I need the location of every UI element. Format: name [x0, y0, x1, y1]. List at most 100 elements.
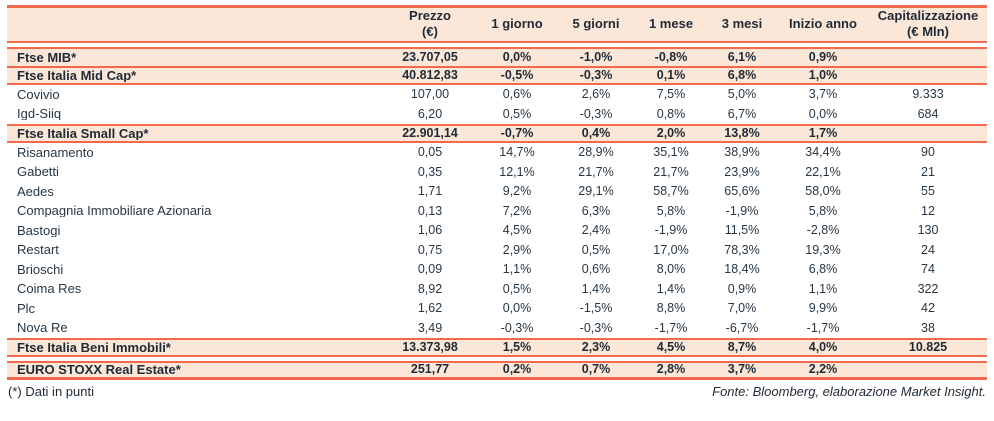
- value-cell: 322: [917, 282, 939, 295]
- value-cell: 2,6%: [581, 88, 611, 101]
- value-cell: -0,7%: [500, 126, 534, 140]
- value-cell: 9,2%: [502, 185, 532, 198]
- row-name: Plc: [17, 301, 36, 315]
- row-name: Coima Res: [17, 282, 82, 296]
- value-cell: 3,49: [417, 321, 443, 334]
- header-label-line1: Inizio anno: [789, 16, 857, 32]
- value-cell: 29,1%: [578, 185, 614, 198]
- value-cell: 2,4%: [581, 224, 611, 237]
- value-cell: 107,00: [410, 88, 450, 101]
- stock-row: Plc 1,62 0,0% -1,5% 8,8% 7,0% 9,9% 42: [7, 298, 987, 318]
- value-cell: 2,2%: [808, 363, 838, 376]
- table-footer: (*) Dati in punti Fonte: Bloomberg, elab…: [7, 380, 987, 399]
- value-cell: -0,5%: [500, 68, 534, 82]
- value-cell: 21,7%: [653, 165, 689, 178]
- value-cell: 23.707,05: [402, 50, 458, 64]
- index-row: Ftse Italia Mid Cap* 40.812,83 -0,5% -0,3% 0…: [7, 65, 987, 85]
- value-cell: 5,8%: [656, 204, 686, 217]
- value-cell: 684: [917, 107, 939, 120]
- row-gap: [7, 42, 987, 47]
- value-cell: 12,1%: [499, 165, 535, 178]
- value-cell: 40.812,83: [402, 68, 458, 82]
- value-cell: 12: [921, 204, 935, 217]
- value-cell: 1,06: [417, 224, 443, 237]
- value-cell: 0,2%: [502, 363, 532, 376]
- value-cell: 0,9%: [808, 50, 838, 64]
- index-row: Ftse Italia Beni Immobili* 13.373,98 1,5% 2…: [7, 337, 987, 357]
- stock-row: Coima Res 8,92 0,5% 1,4% 1,4% 0,9% 1,1% 322: [7, 279, 987, 299]
- value-cell: 0,8%: [656, 107, 686, 120]
- value-cell: 0,4%: [581, 126, 611, 140]
- stock-row: Bastogi 1,06 4,5% 2,4% -1,9% 11,5% -2,8% 130: [7, 220, 987, 240]
- value-cell: 0,05: [417, 146, 443, 159]
- value-cell: 23,9%: [724, 165, 760, 178]
- stock-row: Risanamento 0,05 14,7% 28,9% 35,1% 38,9% 34,4%…: [7, 142, 987, 162]
- value-cell: 6,20: [417, 107, 443, 120]
- value-cell: 3,7%: [727, 363, 757, 376]
- index-row: Ftse MIB* 23.707,05 0,0% -1,0% -0,8% 6,1% 0,9%: [7, 46, 987, 66]
- value-cell: -2,8%: [806, 224, 840, 237]
- value-cell: 8,8%: [656, 302, 686, 315]
- value-cell: -1,9%: [654, 224, 688, 237]
- row-name: Compagnia Immobiliare Azionaria: [17, 204, 212, 218]
- value-cell: 35,1%: [653, 146, 689, 159]
- value-cell: 5,0%: [727, 88, 757, 101]
- value-cell: 9.333: [912, 88, 944, 101]
- value-cell: 4,0%: [808, 340, 838, 354]
- value-cell: -1,7%: [654, 321, 688, 334]
- row-name: Risanamento: [17, 145, 94, 159]
- header-cell: Inizio anno: [777, 16, 869, 32]
- row-name: EURO STOXX Real Estate*: [17, 363, 181, 376]
- value-cell: 2,3%: [581, 340, 611, 354]
- row-gap: [7, 356, 987, 361]
- value-cell: 6,7%: [727, 107, 757, 120]
- row-name: Ftse Italia Mid Cap*: [17, 68, 137, 82]
- value-cell: 58,7%: [653, 185, 689, 198]
- value-cell: 0,6%: [502, 88, 532, 101]
- value-cell: 7,0%: [727, 302, 757, 315]
- value-cell: -0,3%: [500, 321, 534, 334]
- value-cell: 7,2%: [502, 204, 532, 217]
- value-cell: 6,3%: [581, 204, 611, 217]
- row-name: Ftse MIB*: [17, 50, 77, 64]
- value-cell: 13.373,98: [402, 340, 458, 354]
- value-cell: 8,92: [417, 282, 443, 295]
- value-cell: 0,13: [417, 204, 443, 217]
- value-cell: 14,7%: [499, 146, 535, 159]
- value-cell: 0,9%: [727, 282, 757, 295]
- value-cell: 0,6%: [581, 263, 611, 276]
- value-cell: 130: [917, 224, 939, 237]
- value-cell: 4,5%: [656, 340, 686, 354]
- value-cell: -1,5%: [579, 302, 613, 315]
- value-cell: 38: [921, 321, 935, 334]
- value-cell: -1,0%: [579, 50, 613, 64]
- value-cell: 34,4%: [805, 146, 841, 159]
- value-cell: 1,7%: [808, 126, 838, 140]
- value-cell: 21,7%: [578, 165, 614, 178]
- row-name: Restart: [17, 243, 59, 257]
- header-cell: 3 mesi: [707, 16, 777, 32]
- header-label-line2: (€ Mln): [907, 24, 949, 40]
- value-cell: -0,3%: [579, 107, 613, 120]
- value-cell: 0,0%: [502, 50, 532, 64]
- value-cell: 74: [921, 263, 935, 276]
- header-cell: Prezzo (€): [383, 8, 477, 41]
- value-cell: 24: [921, 243, 935, 256]
- value-cell: -0,3%: [579, 68, 613, 82]
- index-row: EURO STOXX Real Estate* 251,77 0,2% 0,7% 2,8…: [7, 360, 987, 380]
- table-body: Ftse MIB* 23.707,05 0,0% -1,0% -0,8% 6,1% 0,9%…: [7, 42, 987, 380]
- value-cell: -1,9%: [725, 204, 759, 217]
- value-cell: 13,8%: [724, 126, 760, 140]
- header-label-line1: 1 mese: [648, 16, 694, 32]
- value-cell: 58,0%: [805, 185, 841, 198]
- value-cell: 10.825: [908, 340, 948, 354]
- header-label-line1: 3 mesi: [721, 16, 763, 32]
- value-cell: 3,7%: [808, 88, 838, 101]
- row-name: Nova Re: [17, 321, 68, 335]
- value-cell: 38,9%: [724, 146, 760, 159]
- value-cell: 0,0%: [502, 302, 532, 315]
- value-cell: 2,9%: [502, 243, 532, 256]
- stock-row: Igd-Siiq 6,20 0,5% -0,3% 0,8% 6,7% 0,0% 684: [7, 104, 987, 124]
- header-label-line2: (€): [422, 24, 438, 40]
- value-cell: 18,4%: [724, 263, 760, 276]
